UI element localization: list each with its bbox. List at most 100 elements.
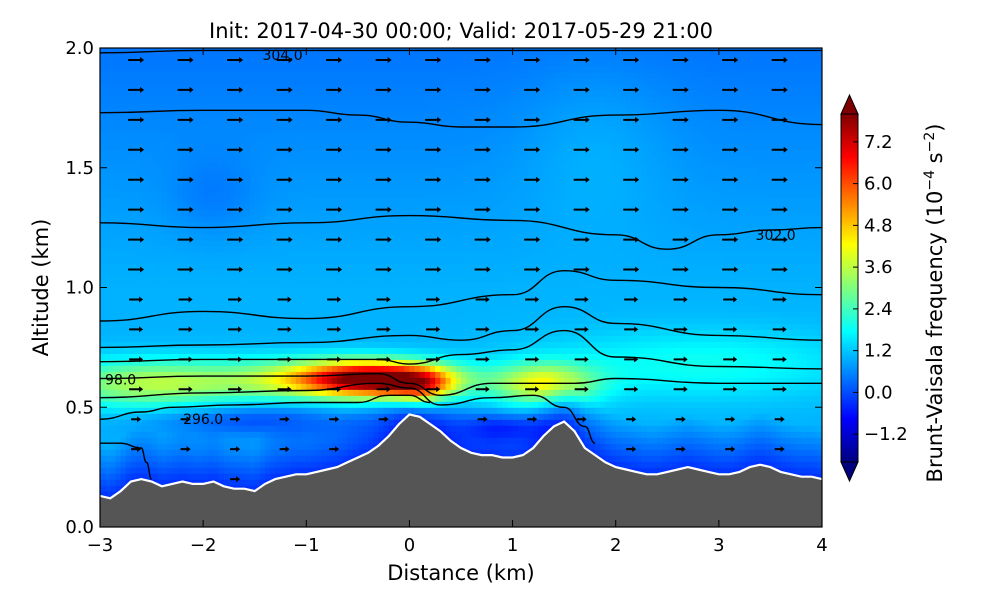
wind-arrow [771, 56, 788, 63]
colorbar-label-main: Brunt-Vaisala frequency (10 [923, 191, 947, 483]
wind-arrow [177, 56, 194, 63]
wind-arrow [128, 86, 145, 93]
wind-arrow [475, 296, 490, 303]
colorbar-tick-label: 3.6 [864, 257, 893, 278]
wind-arrow [326, 146, 343, 153]
wind-vectors [128, 56, 788, 483]
wind-arrow [426, 296, 441, 303]
x-tick-label: 2 [610, 535, 621, 556]
wind-arrow [574, 296, 589, 303]
wind-arrow [128, 146, 145, 153]
wind-arrow [129, 296, 144, 303]
wind-arrow [227, 116, 244, 123]
wind-arrow [276, 266, 293, 273]
wind-arrow [722, 266, 739, 273]
colorbar: −1.2 0.0 1.2 2.4 3.6 4.8 6.0 7.2 [840, 93, 908, 483]
wind-arrow [426, 386, 441, 393]
wind-arrow [623, 176, 640, 183]
wind-arrow [624, 296, 639, 303]
wind-arrow [672, 236, 689, 243]
wind-arrow [277, 326, 292, 333]
wind-arrow [277, 296, 292, 303]
y-tick-label: 2.0 [65, 38, 94, 59]
wind-arrow [673, 386, 688, 393]
contour-line [100, 269, 822, 322]
wind-arrow [672, 86, 689, 93]
wind-arrow [326, 86, 343, 93]
x-axis: −3 −2 −1 0 1 2 3 4 [87, 48, 828, 556]
contour-line [100, 49, 822, 54]
wind-arrow [177, 86, 194, 93]
y-tick-label: 1.0 [65, 278, 94, 299]
wind-arrow [228, 386, 243, 393]
wind-arrow [772, 296, 787, 303]
contour-line [100, 214, 822, 250]
wind-arrow [772, 356, 787, 363]
wind-arrow [475, 356, 490, 363]
wind-arrow [425, 116, 442, 123]
wind-arrow [573, 56, 590, 63]
wind-arrow [227, 86, 244, 93]
wind-arrow [474, 176, 491, 183]
wind-arrow [675, 446, 686, 453]
colorbar-label-end: ) [923, 124, 947, 132]
wind-arrow [230, 476, 241, 483]
wind-arrow [276, 176, 293, 183]
wind-arrow [722, 206, 739, 213]
wind-arrow [326, 206, 343, 213]
wind-arrow [276, 116, 293, 123]
wind-arrow [772, 326, 787, 333]
y-axis-label: Altitude (km) [29, 219, 53, 357]
wind-arrow [326, 236, 343, 243]
contour-line [100, 442, 153, 480]
wind-arrow [129, 386, 144, 393]
wind-arrow [576, 416, 587, 423]
wind-arrow [722, 116, 739, 123]
contour-line [100, 109, 822, 128]
colorbar-label-unit: s [923, 152, 947, 170]
wind-arrow [723, 296, 738, 303]
contour-label: 98.0 [105, 373, 136, 389]
contour-line [100, 394, 431, 420]
wind-arrow [230, 446, 241, 453]
wind-arrow [276, 236, 293, 243]
wind-arrow [178, 296, 193, 303]
wind-arrow [722, 236, 739, 243]
x-tick-label: 0 [404, 535, 415, 556]
wind-arrow [378, 416, 389, 423]
wind-arrow [525, 296, 540, 303]
wind-arrow [623, 56, 640, 63]
wind-arrow [672, 266, 689, 273]
wind-arrow [524, 236, 541, 243]
wind-arrow [279, 446, 290, 453]
wind-arrow [177, 176, 194, 183]
contour-label: 304.0 [263, 48, 303, 64]
wind-arrow [474, 206, 491, 213]
x-axis-label: Distance (km) [387, 561, 535, 585]
wind-arrow [276, 56, 293, 63]
wind-arrow [375, 206, 392, 213]
wind-arrow [375, 86, 392, 93]
wind-arrow [725, 446, 736, 453]
wind-arrow [673, 296, 688, 303]
x-tick-label: 4 [816, 535, 827, 556]
wind-arrow [573, 206, 590, 213]
wind-arrow [180, 416, 191, 423]
wind-arrow [672, 56, 689, 63]
wind-arrow [774, 446, 785, 453]
wind-arrow [771, 86, 788, 93]
wind-arrow [771, 266, 788, 273]
x-tick-label: 3 [713, 535, 724, 556]
x-tick-label: 1 [507, 535, 518, 556]
wind-arrow [524, 86, 541, 93]
wind-arrow [722, 176, 739, 183]
wind-arrow [626, 416, 637, 423]
wind-arrow [375, 56, 392, 63]
wind-arrow [626, 446, 637, 453]
chart-title: Init: 2017-04-30 00:00; Valid: 2017-05-2… [209, 19, 713, 43]
wind-arrow [475, 386, 490, 393]
wind-arrow [722, 56, 739, 63]
wind-arrow [774, 416, 785, 423]
wind-arrow [425, 146, 442, 153]
